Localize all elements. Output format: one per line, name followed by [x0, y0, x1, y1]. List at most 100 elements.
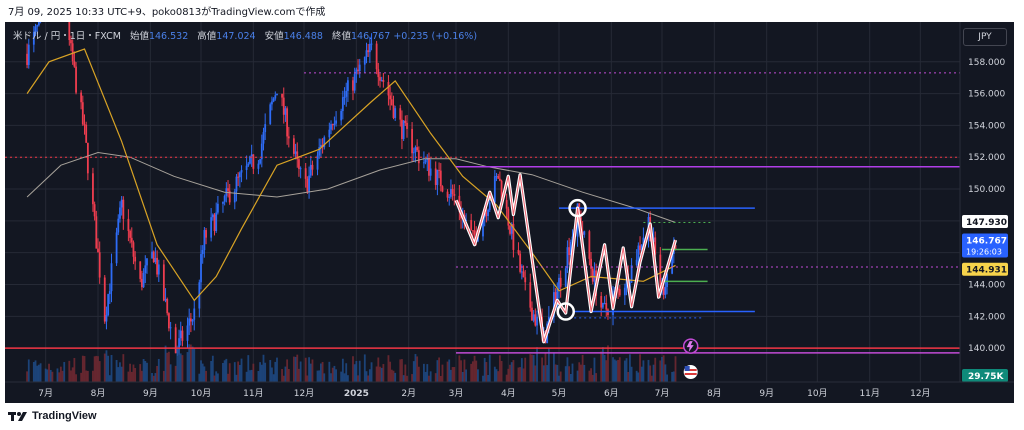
volume-bar [498, 355, 501, 382]
volume-bar [237, 361, 240, 382]
candle-body [380, 80, 383, 82]
volume-bar [382, 364, 385, 382]
volume-bar [401, 359, 403, 382]
volume-bar [497, 371, 500, 382]
volume-bar [662, 355, 665, 382]
candle-body [524, 277, 527, 283]
currency-button[interactable]: JPY [963, 28, 1007, 46]
candle-body [227, 188, 229, 191]
volume-bar [70, 370, 72, 382]
volume-bar [156, 365, 159, 382]
candle-body [335, 120, 337, 124]
ma-long-line [26, 151, 676, 223]
candle-body [379, 77, 381, 81]
volume-bar [130, 371, 133, 382]
volume-bar [186, 352, 189, 382]
volume-bar [142, 358, 145, 382]
candle-body [203, 230, 206, 251]
price-chart[interactable]: 158.000156.000154.000152.000150.000148.0… [5, 22, 1014, 403]
volume-bar [436, 360, 439, 382]
candle-body [654, 237, 657, 255]
volume-bar [215, 371, 218, 382]
volume-bar [85, 370, 88, 382]
volume-bar [264, 362, 267, 382]
volume-bar [461, 371, 464, 382]
volume-bar [316, 370, 319, 382]
volume-bar [323, 373, 326, 382]
volume-bar [259, 362, 262, 382]
candle-body [105, 315, 108, 322]
candle-body [623, 287, 626, 296]
volume-bar [132, 364, 135, 382]
symbol-label[interactable]: 米ドル / 円・1日・FXCM [13, 31, 121, 42]
volume-badge-label: 29.75K [968, 372, 1004, 382]
candle-body [448, 196, 451, 198]
candle-body [664, 286, 667, 295]
volume-bar [107, 355, 110, 382]
volume-bar [284, 366, 287, 382]
volume-bar [465, 369, 468, 382]
candle-body [505, 200, 508, 209]
volume-bar [649, 365, 652, 382]
volume-bar [281, 368, 283, 382]
candle-body [252, 154, 255, 169]
volume-bar [666, 374, 668, 382]
volume-bar [671, 371, 674, 382]
candle-body [554, 292, 557, 306]
volume-bar [605, 360, 608, 382]
candle-body [401, 119, 403, 139]
volume-bar [46, 369, 49, 382]
candle-body [618, 289, 621, 296]
volume-bar [370, 362, 373, 382]
volume-bar [390, 369, 393, 382]
time-tick-label: 12月 [294, 388, 314, 399]
volume-bar [652, 364, 655, 382]
volume-bar [68, 360, 71, 382]
candle-body [174, 327, 177, 354]
candle-body [493, 176, 496, 203]
candle-body [422, 162, 425, 164]
volume-bar [510, 362, 513, 382]
candle-body [309, 164, 312, 176]
candle-body [193, 308, 196, 320]
volume-bar [519, 367, 522, 382]
volume-bar [441, 364, 444, 382]
candle-body [213, 214, 216, 232]
volume-bar [542, 365, 545, 382]
volume-bar [341, 358, 344, 382]
time-tick-label: 11月 [859, 388, 879, 399]
volume-bar [394, 372, 397, 382]
candle-body [566, 247, 569, 269]
candle-body [559, 277, 562, 287]
time-axis-bg [5, 382, 1014, 403]
candle-body [556, 288, 559, 306]
candle-body [547, 316, 550, 324]
candle-body [485, 212, 488, 216]
volume-bar [294, 356, 297, 382]
candle-body [375, 43, 378, 70]
volume-bar [56, 368, 59, 382]
candle-body [294, 151, 297, 154]
volume-bar [524, 357, 527, 382]
volume-bar [553, 352, 555, 382]
volume-bar [642, 360, 645, 382]
volume-bar [352, 356, 354, 382]
candle-body [453, 193, 456, 196]
candle-body [358, 64, 361, 72]
volume-bar [333, 365, 336, 382]
volume-bar [590, 368, 592, 382]
price-badge [962, 233, 1008, 258]
candle-body [120, 199, 123, 208]
candle-body [601, 303, 604, 308]
chart-area[interactable]: 158.000156.000154.000152.000150.000148.0… [5, 22, 1014, 403]
candle-body [262, 132, 265, 144]
candle-body [260, 143, 263, 160]
volume-bar [404, 364, 407, 382]
candle-body [365, 50, 368, 57]
volume-bar [603, 354, 606, 382]
candle-body [211, 214, 214, 218]
volume-bar [529, 354, 532, 382]
close-value: 146.767 [350, 31, 391, 42]
candle-body [129, 230, 131, 238]
candle-body [287, 136, 290, 139]
